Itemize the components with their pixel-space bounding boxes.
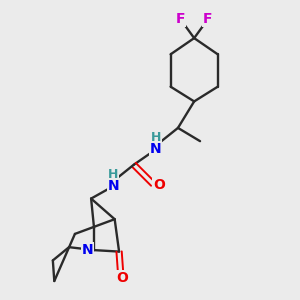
- Text: F: F: [176, 12, 186, 26]
- Text: N: N: [150, 142, 162, 156]
- Text: O: O: [116, 271, 128, 285]
- Text: H: H: [108, 168, 119, 181]
- Text: O: O: [153, 178, 165, 192]
- Text: F: F: [203, 12, 212, 26]
- Text: N: N: [82, 243, 93, 257]
- Text: H: H: [151, 131, 161, 144]
- Text: N: N: [107, 179, 119, 193]
